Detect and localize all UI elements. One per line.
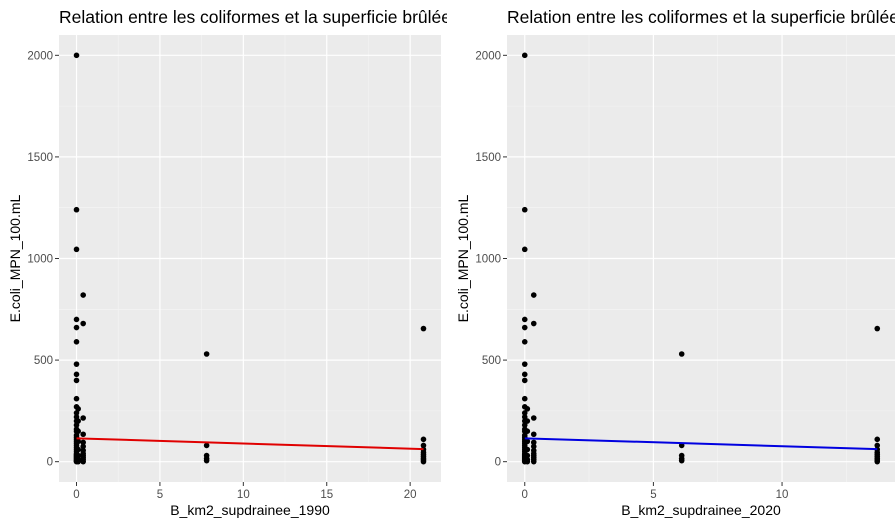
data-point bbox=[75, 446, 81, 453]
y-tick-label: 500 bbox=[34, 355, 53, 367]
x-tick-label: 15 bbox=[320, 489, 333, 501]
data-point bbox=[521, 339, 528, 345]
chart-panel-1990: 0 500 1000 1500 2000 0 5 10 15 20 Relation entre l… bbox=[7, 7, 451, 518]
data-point bbox=[203, 457, 210, 464]
data-point bbox=[530, 320, 537, 327]
chart-panel-2020: 0 500 1000 1500 2000 0 5 10 Relation entre les c… bbox=[455, 7, 895, 518]
data-point bbox=[80, 415, 86, 421]
data-point bbox=[73, 246, 80, 253]
trend-line bbox=[524, 437, 878, 451]
data-point bbox=[73, 361, 80, 367]
data-point bbox=[80, 292, 86, 298]
data-point bbox=[524, 446, 531, 453]
y-tick-label: 1500 bbox=[475, 152, 501, 164]
data-point bbox=[203, 351, 210, 357]
data-point bbox=[521, 371, 528, 378]
trend-line bbox=[76, 437, 424, 451]
data-point bbox=[521, 422, 528, 428]
data-point bbox=[75, 452, 81, 459]
data-point bbox=[524, 428, 531, 435]
chart-title: Relation entre les coliformes et la supe… bbox=[59, 7, 451, 27]
y-tick-label: 2000 bbox=[27, 50, 53, 62]
data-point bbox=[75, 428, 81, 435]
data-point bbox=[80, 443, 86, 450]
data-point bbox=[80, 458, 86, 465]
data-point bbox=[73, 52, 80, 59]
data-point bbox=[530, 292, 537, 298]
y-tick-label: 1000 bbox=[27, 254, 53, 266]
data-point bbox=[75, 406, 81, 412]
data-point bbox=[521, 361, 528, 367]
data-point bbox=[73, 395, 80, 402]
data-point bbox=[80, 320, 86, 327]
data-point bbox=[874, 325, 881, 332]
y-axis-title: E.coli_MPN_100.mL bbox=[455, 194, 471, 322]
data-point bbox=[420, 325, 427, 332]
data-point bbox=[73, 316, 80, 323]
data-point bbox=[420, 458, 427, 465]
data-point bbox=[75, 438, 81, 445]
x-tick-label: 10 bbox=[776, 489, 789, 501]
data-point bbox=[524, 418, 531, 424]
data-point bbox=[530, 458, 537, 465]
data-point bbox=[524, 406, 531, 412]
data-point bbox=[75, 458, 81, 465]
y-axis-title: E.coli_MPN_100.mL bbox=[7, 194, 23, 322]
data-point bbox=[420, 436, 427, 443]
y-tick-label: 2000 bbox=[475, 50, 501, 62]
data-point bbox=[521, 324, 528, 331]
data-point bbox=[73, 324, 80, 331]
data-point bbox=[521, 377, 528, 384]
data-point bbox=[874, 442, 881, 449]
x-tick-label: 5 bbox=[650, 489, 656, 501]
data-point bbox=[521, 316, 528, 323]
data-point bbox=[874, 458, 881, 465]
data-point bbox=[73, 206, 80, 213]
data-point bbox=[203, 442, 210, 449]
y-tick-label: 1500 bbox=[27, 152, 53, 164]
data-point bbox=[521, 410, 528, 416]
data-point bbox=[521, 52, 528, 59]
data-point bbox=[524, 458, 531, 465]
data-point bbox=[524, 452, 531, 459]
x-tick-label: 20 bbox=[404, 489, 417, 501]
data-point bbox=[521, 414, 528, 420]
y-tick-label: 500 bbox=[482, 355, 501, 367]
data-point bbox=[80, 431, 86, 438]
x-tick-label: 0 bbox=[522, 489, 528, 501]
data-point bbox=[530, 431, 537, 438]
chart-title: Relation entre les coliformes et la supe… bbox=[507, 7, 895, 27]
data-point bbox=[73, 371, 80, 378]
data-point bbox=[521, 395, 528, 402]
y-tick-label: 0 bbox=[495, 457, 501, 469]
data-point bbox=[524, 438, 531, 445]
x-axis-title: B_km2_supdrainee_1990 bbox=[170, 502, 330, 518]
data-point bbox=[530, 443, 537, 450]
data-point bbox=[420, 442, 427, 449]
x-axis-title: B_km2_supdrainee_2020 bbox=[621, 502, 781, 518]
data-point bbox=[75, 418, 81, 424]
data-point bbox=[678, 351, 685, 357]
y-tick-label: 0 bbox=[47, 457, 53, 469]
data-point bbox=[521, 246, 528, 253]
data-point bbox=[530, 415, 537, 421]
data-point bbox=[73, 377, 80, 384]
data-point bbox=[874, 436, 881, 443]
y-tick-label: 1000 bbox=[475, 254, 501, 266]
x-tick-label: 10 bbox=[237, 489, 250, 501]
data-point bbox=[80, 439, 86, 446]
data-point bbox=[73, 339, 80, 345]
data-point bbox=[530, 439, 537, 446]
data-point bbox=[521, 206, 528, 213]
x-tick-label: 0 bbox=[73, 489, 79, 501]
x-tick-label: 5 bbox=[157, 489, 163, 501]
data-point bbox=[678, 457, 685, 464]
